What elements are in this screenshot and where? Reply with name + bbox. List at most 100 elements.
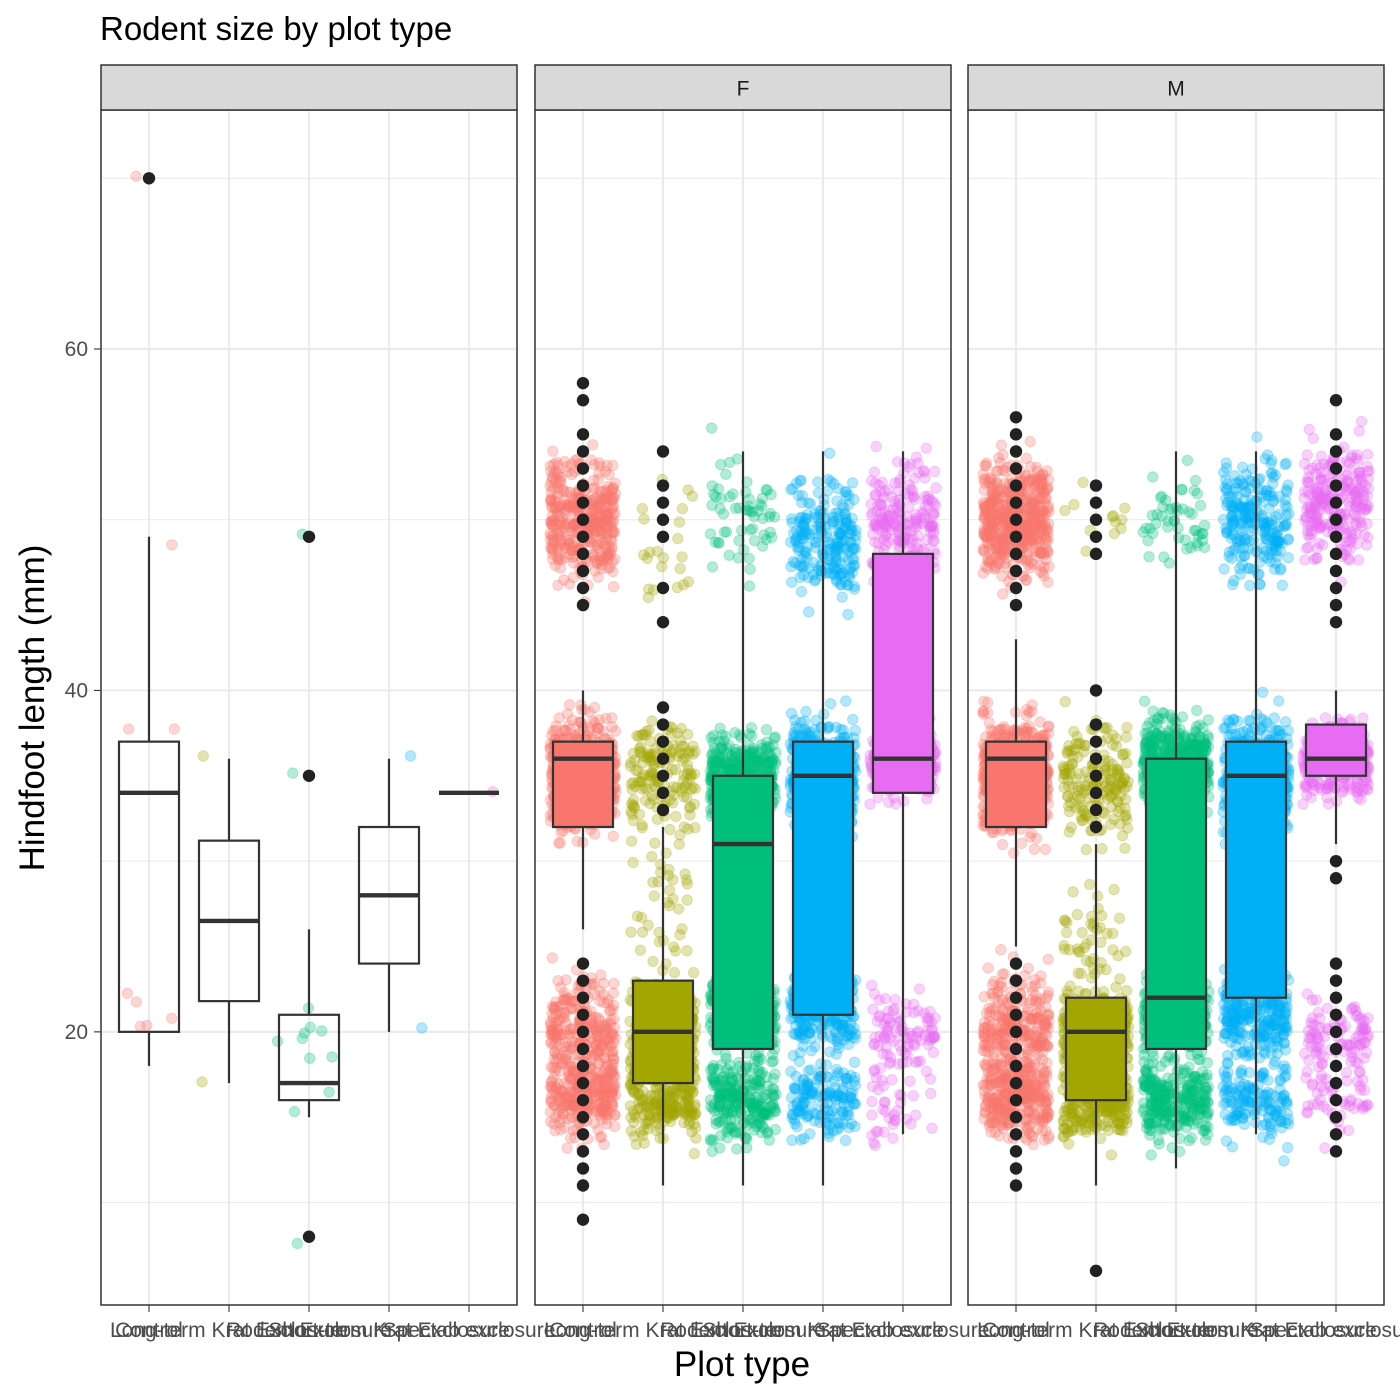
jitter-point: [790, 477, 803, 489]
outlier-point: [576, 581, 590, 595]
jitter-point: [706, 756, 719, 768]
jitter-point: [606, 482, 619, 494]
jitter-point: [605, 533, 617, 545]
jitter-point: [559, 522, 571, 535]
jitter-point: [563, 499, 575, 511]
jitter-point: [607, 527, 619, 539]
jitter-point: [546, 952, 558, 964]
jitter-point: [589, 717, 601, 729]
jitter-point: [845, 1118, 857, 1130]
jitter-point: [636, 911, 648, 924]
jitter-point: [624, 760, 636, 772]
jitter-point: [565, 458, 577, 471]
jitter-point: [636, 502, 649, 515]
jitter-point: [679, 868, 691, 880]
jitter-point: [568, 520, 580, 532]
jitter-point: [602, 562, 614, 574]
jitter-point: [870, 440, 882, 453]
jitter-point: [554, 519, 566, 531]
jitter-point: [924, 526, 937, 539]
jitter-point: [745, 730, 758, 742]
jitter-point: [600, 521, 613, 534]
jitter-point: [545, 530, 557, 542]
jitter-point: [636, 926, 649, 938]
jitter-point: [609, 1120, 621, 1133]
jitter-point: [676, 551, 688, 563]
jitter-point: [554, 1096, 566, 1108]
outlier-point: [576, 598, 590, 612]
jitter-point: [823, 536, 835, 548]
jitter-point: [561, 530, 574, 542]
jitter-point: [681, 945, 693, 957]
jitter-point: [866, 1095, 878, 1108]
jitter-point: [866, 1109, 878, 1121]
jitter-point: [547, 445, 559, 457]
jitter-point: [743, 1109, 755, 1121]
jitter-point: [641, 1115, 653, 1128]
jitter-point: [590, 492, 602, 504]
jitter-point: [316, 1025, 328, 1037]
jitter-point: [588, 513, 601, 526]
jitter-point: [544, 516, 557, 528]
jitter-point: [564, 486, 576, 498]
jitter-point: [842, 608, 854, 621]
jitter-point: [554, 516, 567, 528]
jitter-point: [870, 1071, 882, 1084]
jitter-point: [600, 511, 612, 523]
outlier-point: [576, 1145, 590, 1158]
jitter-point: [634, 944, 647, 956]
jitter-point: [556, 499, 568, 511]
jitter-point: [672, 532, 684, 545]
jitter-point: [670, 1098, 683, 1111]
jitter-point: [600, 551, 612, 563]
jitter-point: [589, 503, 602, 516]
outlier-point: [576, 428, 590, 441]
boxplot: [117, 172, 181, 1066]
jitter-point: [789, 1118, 801, 1130]
jitter-point: [629, 780, 641, 792]
jitter-point: [595, 532, 607, 545]
jitter-point: [664, 823, 676, 836]
jitter-point: [815, 565, 827, 577]
jitter-point: [141, 1019, 153, 1032]
jitter-point: [633, 742, 646, 755]
jitter-point: [681, 878, 693, 890]
jitter-point: [835, 723, 847, 736]
jitter-point: [563, 533, 575, 545]
jitter-point: [600, 486, 613, 498]
jitter-point: [634, 1102, 647, 1114]
box-iqr: [711, 774, 775, 1051]
outlier-point: [576, 445, 590, 458]
jitter-point: [890, 1026, 902, 1038]
jitter-point: [589, 525, 601, 537]
jitter-point: [648, 890, 660, 902]
jitter-point: [864, 798, 876, 810]
jitter-point: [673, 838, 685, 850]
outlier-point: [576, 1111, 590, 1124]
jitter-point: [592, 517, 604, 530]
jitter-point: [548, 495, 561, 507]
jitter-point: [547, 533, 560, 546]
jitter-point: [785, 707, 798, 720]
jitter-point: [551, 490, 563, 502]
jitter-point: [907, 490, 920, 502]
jitter-point: [840, 1015, 852, 1027]
jitter-point: [731, 1143, 743, 1155]
outlier-point: [656, 496, 670, 509]
jitter-point: [564, 542, 576, 554]
jitter-point: [836, 591, 848, 603]
x-tick-label: Long-term Krat Exclosure: [110, 1319, 348, 1342]
jitter-point: [547, 473, 559, 485]
jitter-point: [846, 477, 859, 489]
jitter-point: [545, 476, 558, 488]
jitter-point: [720, 526, 733, 538]
jitter-point: [638, 1137, 650, 1149]
jitter-point: [802, 1065, 815, 1077]
jitter-point: [598, 492, 610, 504]
boxplot: [197, 758, 261, 1084]
jitter-point: [546, 500, 558, 513]
outlier-point: [576, 1162, 590, 1175]
jitter-point: [669, 945, 682, 957]
jitter-point: [323, 1086, 335, 1098]
